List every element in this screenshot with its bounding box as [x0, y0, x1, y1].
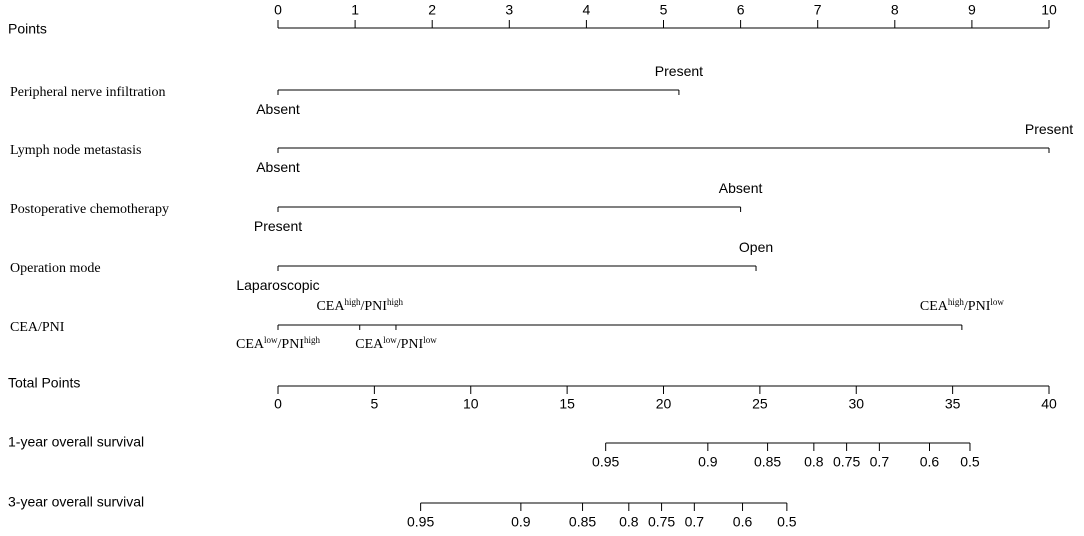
tick-label: 0.6	[920, 454, 940, 470]
tick-label: 25	[752, 396, 768, 412]
level-label: Laparoscopic	[236, 277, 319, 293]
level-label: Present	[655, 63, 703, 79]
row-label: 1-year overall survival	[8, 434, 144, 450]
tick-label: 0.8	[619, 514, 639, 530]
tick-label: 0.95	[407, 514, 434, 530]
row-label: Lymph node metastasis	[10, 143, 141, 158]
tick-label: 0.6	[733, 514, 753, 530]
level-label-part: high	[344, 297, 361, 307]
tick-label: 0.7	[870, 454, 890, 470]
level-label-part: high	[304, 335, 321, 345]
level-label-part: Absent	[256, 159, 300, 175]
tick-label: 8	[891, 2, 899, 18]
row-label: Total Points	[8, 375, 80, 391]
tick-label: 0.5	[960, 454, 980, 470]
tick-label: 0	[274, 396, 282, 412]
tick-label: 0.7	[685, 514, 705, 530]
tick-label: 35	[945, 396, 961, 412]
level-label-part: Absent	[256, 101, 300, 117]
tick-label: 0.5	[777, 514, 797, 530]
tick-label: 15	[559, 396, 575, 412]
level-label-part: low	[264, 335, 278, 345]
tick-label: 0.9	[698, 454, 718, 470]
level-label-part: /PNI	[964, 299, 991, 314]
tick-label: 40	[1041, 396, 1057, 412]
level-label: Absent	[256, 101, 300, 117]
tick-label: 4	[583, 2, 591, 18]
tick-label: 30	[848, 396, 864, 412]
level-label-part: low	[383, 335, 397, 345]
tick-label: 0.85	[754, 454, 781, 470]
level-label: CEAlow/PNIhigh	[236, 335, 320, 352]
tick-label: 0.95	[592, 454, 619, 470]
level-label: Present	[1025, 121, 1073, 137]
level-label-part: high	[387, 297, 404, 307]
tick-label: 1	[351, 2, 359, 18]
row-label: CEA/PNI	[10, 320, 65, 335]
tick-label: 0.85	[569, 514, 596, 530]
level-label-part: /PNI	[360, 299, 387, 314]
level-label-part: CEA	[316, 299, 345, 314]
level-label-part: low	[990, 297, 1004, 307]
row-label: Peripheral nerve infiltration	[10, 85, 166, 100]
tick-label: 9	[968, 2, 976, 18]
level-label-part: Present	[1025, 121, 1073, 137]
level-label: Absent	[256, 159, 300, 175]
tick-label: 5	[370, 396, 378, 412]
tick-label: 0	[274, 2, 282, 18]
level-label-part: Open	[739, 239, 773, 255]
tick-label: 0.75	[833, 454, 860, 470]
level-label-part: CEA	[920, 299, 949, 314]
level-label: Open	[739, 239, 773, 255]
level-label-part: Laparoscopic	[236, 277, 319, 293]
tick-label: 10	[1041, 2, 1057, 18]
row-label: Points	[8, 21, 47, 37]
row-label: 3-year overall survival	[8, 494, 144, 510]
level-label-part: /PNI	[278, 337, 305, 352]
level-label-part: Absent	[719, 180, 763, 196]
level-label: Absent	[719, 180, 763, 196]
row-label: Postoperative chemotherapy	[10, 202, 169, 217]
level-label-part: low	[423, 335, 437, 345]
level-label: CEAlow/PNIlow	[355, 335, 437, 352]
level-label: CEAhigh/PNIlow	[920, 297, 1004, 314]
level-label-part: /PNI	[397, 337, 424, 352]
level-label: CEAhigh/PNIhigh	[316, 297, 403, 314]
level-label: Present	[254, 218, 302, 234]
tick-label: 20	[656, 396, 672, 412]
tick-label: 0.9	[511, 514, 531, 530]
tick-label: 5	[660, 2, 668, 18]
level-label-part: Present	[655, 63, 703, 79]
tick-label: 10	[463, 396, 479, 412]
tick-label: 3	[505, 2, 513, 18]
tick-label: 6	[737, 2, 745, 18]
tick-label: 0.75	[648, 514, 675, 530]
tick-label: 7	[814, 2, 822, 18]
level-label-part: Present	[254, 218, 302, 234]
tick-label: 2	[428, 2, 436, 18]
level-label-part: high	[948, 297, 965, 307]
row-label: Operation mode	[10, 261, 101, 276]
tick-label: 0.8	[804, 454, 824, 470]
level-label-part: CEA	[236, 337, 265, 352]
level-label-part: CEA	[355, 337, 384, 352]
